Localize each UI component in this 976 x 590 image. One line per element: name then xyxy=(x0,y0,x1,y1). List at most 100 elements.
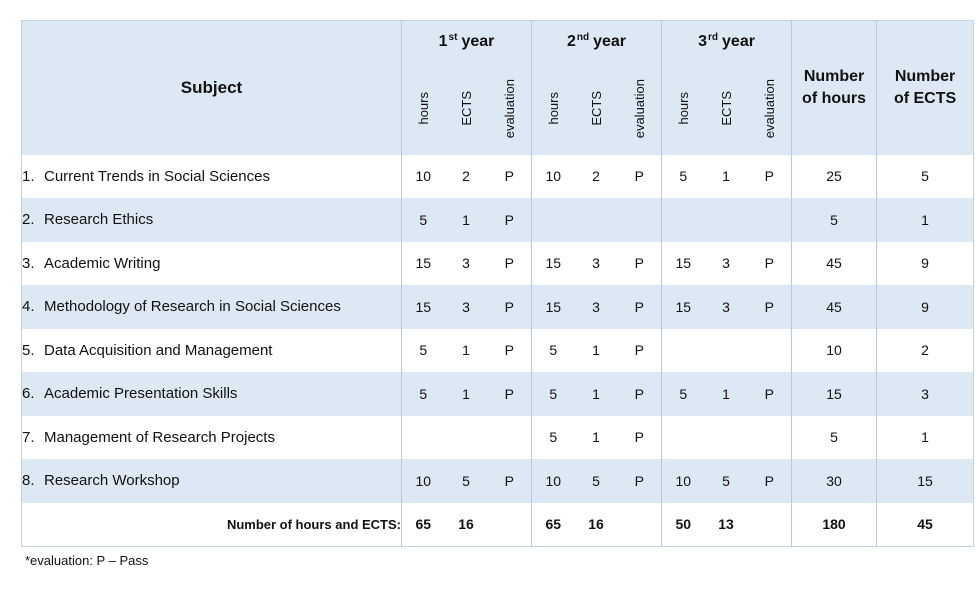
y2-evaluation-label: evaluation xyxy=(631,78,647,139)
totals-label: Number of hours and ECTS: xyxy=(226,516,401,532)
y1-ects-cell: 1 xyxy=(462,211,470,228)
total-ects-cell: 15 xyxy=(876,459,974,503)
subject-name: Research Ethics xyxy=(44,211,154,229)
y2-ects-cell: 3 xyxy=(592,298,600,315)
year-1-word: year xyxy=(461,33,495,51)
table-row: 1. Current Trends in Social Sciences 10 2 P 1… xyxy=(21,154,974,199)
y2-evaluation-cell: P xyxy=(634,385,644,402)
total-hours-cell: 15 xyxy=(791,372,877,416)
subject-name: Management of Research Projects xyxy=(44,428,275,446)
subject-number: 3. xyxy=(22,254,35,272)
year-1-suffix: st xyxy=(448,32,458,44)
y3-hours-cell: 15 xyxy=(661,285,705,329)
y2-evaluation-cell: P xyxy=(634,168,644,185)
y3-ects-cell xyxy=(705,416,748,460)
y2-hours-cell: 15 xyxy=(531,285,575,329)
y2-evaluation-cell: P xyxy=(634,472,644,489)
total-hours-cell: 45 xyxy=(791,285,877,329)
number-of-ects-line1: Number xyxy=(894,67,956,85)
year-3-header: 3rd year xyxy=(661,20,792,63)
subject-cell: 6. Academic Presentation Skills xyxy=(22,372,402,416)
subject-number: 2. xyxy=(22,211,35,229)
subject-cell: 8. Research Workshop xyxy=(22,459,402,503)
total-ects-cell: 3 xyxy=(876,372,974,416)
total-hours-cell: 10 xyxy=(791,328,877,372)
subject-cell: 3. Academic Writing xyxy=(22,242,402,286)
total-ects-cell: 1 xyxy=(876,198,974,242)
y3-ects-cell: 5 xyxy=(722,472,730,489)
total-ects-cell: 5 xyxy=(876,154,974,198)
number-of-ects-line2: of ECTS xyxy=(893,89,957,107)
y1-hours-header: hours xyxy=(401,62,445,155)
table-row: 8. Research Workshop 10 5 P 10 5 P 10 5 P 30 15 xyxy=(21,459,974,503)
total-y2-ects: 16 xyxy=(588,516,604,533)
y2-evaluation-cell: P xyxy=(634,429,644,446)
year-1-header: 1st year xyxy=(400,20,532,63)
y2-ects-label: ECTS xyxy=(588,91,604,126)
total-ects-cell: 1 xyxy=(876,415,974,459)
subject-cell: 4. Methodology of Research in Social Scie… xyxy=(22,285,402,329)
y2-ects-cell: 1 xyxy=(592,385,600,402)
table-row: 4. Methodology of Research in Social Scie… xyxy=(21,285,974,329)
total-ects-cell: 2 xyxy=(876,328,974,372)
y2-ects-cell: 1 xyxy=(592,342,600,359)
y1-hours-cell: 10 xyxy=(401,459,445,503)
year-2-header: 2nd year xyxy=(531,20,662,63)
total-y1-hours: 65 xyxy=(401,502,445,547)
grand-total-hours: 180 xyxy=(791,502,877,547)
y3-ects-cell: 1 xyxy=(722,168,730,185)
y3-hours-cell xyxy=(661,415,705,459)
grand-total-ects: 45 xyxy=(876,502,974,547)
y2-ects-cell: 1 xyxy=(592,429,600,446)
y2-ects-header: ECTS xyxy=(575,63,618,155)
subject-cell: 1. Current Trends in Social Sciences xyxy=(22,155,402,199)
year-2-number: 2 xyxy=(566,33,576,51)
y1-evaluation-cell: P xyxy=(504,472,514,489)
number-of-ects-header: Number of ECTS xyxy=(876,20,974,155)
y3-evaluation-header: evaluation xyxy=(748,63,792,155)
table-row: 2. Research Ethics 5 1 P 5 1 xyxy=(21,198,974,242)
y1-evaluation-cell xyxy=(488,416,532,460)
subject-name: Current Trends in Social Sciences xyxy=(44,167,270,185)
table-row: 6. Academic Presentation Skills 5 1 P 5 1 P 5 1 P 1… xyxy=(21,372,974,416)
y2-hours-cell: 5 xyxy=(531,372,575,416)
y3-ects-label: ECTS xyxy=(718,91,734,126)
table-body: 1. Current Trends in Social Sciences 10 2 P 1… xyxy=(21,154,974,503)
y1-ects-cell: 1 xyxy=(462,342,470,359)
total-hours-cell: 45 xyxy=(791,241,877,285)
y1-ects-cell: 3 xyxy=(462,255,470,272)
total-hours-cell: 5 xyxy=(791,415,877,459)
y3-evaluation-label: evaluation xyxy=(761,78,777,139)
y3-hours-label: hours xyxy=(675,92,691,125)
y3-hours-cell: 5 xyxy=(661,372,705,416)
number-of-hours-line1: Number xyxy=(803,67,865,85)
y3-evaluation-cell xyxy=(748,329,792,373)
y1-hours-label: hours xyxy=(415,92,431,125)
y2-ects-cell: 3 xyxy=(592,255,600,272)
subject-name: Data Acquisition and Management xyxy=(44,341,273,359)
y3-evaluation-cell xyxy=(748,198,792,242)
y1-ects-cell xyxy=(445,416,488,460)
subject-name: Methodology of Research in Social Scienc… xyxy=(44,298,341,316)
year-3-word: year xyxy=(722,33,755,51)
subject-name: Academic Presentation Skills xyxy=(44,385,238,403)
totals-row: Number of hours and ECTS: 65 16 65 16 50… xyxy=(21,502,974,547)
total-hours-cell: 30 xyxy=(791,459,877,503)
y1-evaluation-cell: P xyxy=(504,168,514,185)
y1-hours-cell xyxy=(401,415,445,459)
y2-evaluation-cell xyxy=(618,198,662,242)
total-y3-ects: 13 xyxy=(718,516,734,533)
total-y2-evaluation xyxy=(618,503,662,547)
subject-name: Academic Writing xyxy=(44,254,161,272)
year-2-word: year xyxy=(593,33,627,51)
y2-evaluation-cell: P xyxy=(634,298,644,315)
y1-hours-cell: 5 xyxy=(401,372,445,416)
y3-evaluation-cell: P xyxy=(764,168,774,185)
y1-ects-cell: 2 xyxy=(462,168,470,185)
y2-hours-cell: 10 xyxy=(531,459,575,503)
total-hours-cell: 25 xyxy=(791,154,877,198)
number-of-hours-header: Number of hours xyxy=(791,20,877,155)
y2-ects-cell: 2 xyxy=(592,168,600,185)
y1-ects-cell: 5 xyxy=(462,472,470,489)
y1-evaluation-cell: P xyxy=(504,342,514,359)
